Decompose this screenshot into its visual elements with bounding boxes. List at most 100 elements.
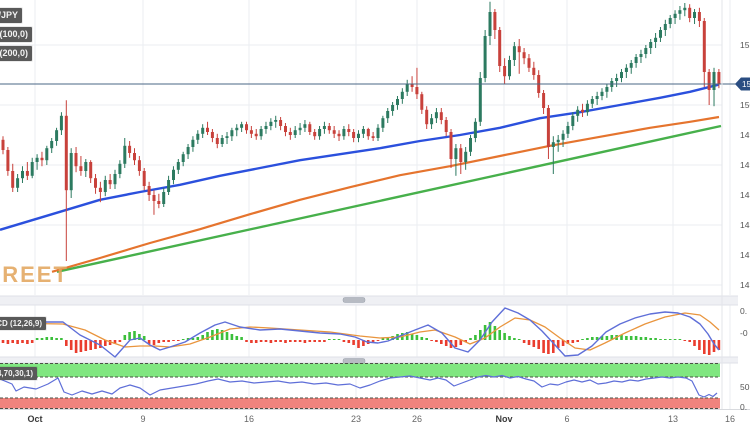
candle-body <box>313 132 317 137</box>
macd-hist-bar <box>191 338 195 340</box>
candle-body <box>444 120 448 132</box>
macd-hist-bar <box>259 340 263 342</box>
candle-body <box>225 136 229 138</box>
price-axis[interactable] <box>722 0 750 410</box>
candle-body <box>357 133 360 138</box>
candle-body <box>318 129 322 137</box>
candle-body <box>532 67 536 75</box>
candle-body <box>454 148 458 159</box>
candle-body <box>293 130 297 135</box>
candle-body <box>123 145 127 164</box>
candle-body <box>210 132 214 138</box>
macd-hist-bar <box>323 340 326 342</box>
time-axis-label: 26 <box>411 414 423 424</box>
sma200-badge: SMA (200,0) <box>0 46 32 61</box>
candle-body <box>327 126 331 131</box>
time-axis-label: Oct <box>27 414 43 424</box>
candle-body <box>371 136 375 138</box>
candle-body <box>478 78 482 122</box>
macd-hist-bar <box>678 339 682 340</box>
macd-hist-bar <box>177 340 180 341</box>
macd-hist-bar <box>274 340 277 342</box>
macd-hist-bar <box>362 340 365 346</box>
trendline[interactable] <box>56 124 722 273</box>
candle-body <box>410 84 414 87</box>
candle-body <box>157 201 161 204</box>
candle-body <box>196 133 200 140</box>
macd-hist-bar <box>21 340 24 343</box>
macd-hist-bar <box>298 340 302 342</box>
time-axis-label: 9 <box>140 414 146 424</box>
candle-body <box>546 108 550 147</box>
candle-body <box>381 118 385 128</box>
rsi-bands <box>0 363 720 409</box>
candle-body <box>654 37 658 42</box>
candle-body <box>702 21 706 72</box>
macd-hist-bar <box>503 333 506 340</box>
macd-hist-bar <box>352 340 355 345</box>
macd-hist-bar <box>40 338 44 340</box>
candle-body <box>55 130 59 141</box>
macd-hist-bar <box>430 340 433 341</box>
macd-hist-bar <box>405 332 409 340</box>
macd-hist-bar <box>65 340 68 346</box>
macd-hist-bar <box>620 335 623 340</box>
macd-hist-bar <box>566 340 570 344</box>
candle-body <box>527 58 531 68</box>
macd-hist-bar <box>376 340 380 341</box>
candle-body <box>249 130 253 134</box>
candle-body <box>254 133 258 137</box>
sma100-line <box>0 83 720 231</box>
macd-hist-bar <box>313 340 316 342</box>
candle-body <box>215 138 219 144</box>
macd-hist-bar <box>230 334 234 340</box>
macd-hist-bar <box>45 337 49 340</box>
candle-body <box>430 118 434 125</box>
svg-text:147.00: 147.00 <box>740 280 750 290</box>
macd-hist-bar <box>284 340 287 343</box>
candle-body <box>147 186 151 195</box>
candle-body <box>517 46 521 53</box>
candle-body <box>576 109 580 116</box>
candle-body <box>264 126 268 129</box>
candle-body <box>405 84 409 92</box>
candle-body <box>79 166 83 171</box>
panel-resize-handle[interactable] <box>342 297 366 303</box>
panel-resize-handle[interactable] <box>342 358 366 364</box>
current-price-badge <box>735 77 750 91</box>
svg-text:150.00: 150.00 <box>740 100 750 110</box>
candle-body <box>118 163 122 174</box>
macd-badge: MACD (12,26,9) <box>0 317 46 330</box>
macd-hist-bar <box>459 340 463 345</box>
candle-body <box>459 148 463 162</box>
chart-canvas[interactable]: 150.35 151.00 150.00 149.50 149.00 148.50 148.… <box>0 0 750 410</box>
macd-hist-bar <box>289 340 292 342</box>
candle-body <box>629 63 633 68</box>
macd-hist-bar <box>522 340 526 343</box>
macd-hist-bar <box>600 336 604 340</box>
macd-hist-bar <box>318 340 321 342</box>
svg-text:148.00: 148.00 <box>740 220 750 230</box>
macd-hist-bar <box>167 340 170 342</box>
candle-body <box>464 151 468 162</box>
macd-hist-bar <box>576 340 579 342</box>
time-axis-label: 16 <box>243 414 255 424</box>
macd-hist-bar <box>133 331 136 340</box>
time-axis[interactable]: Oct 9 16 23 26 Nov 6 13 16 <box>0 410 750 430</box>
candle-body <box>25 171 29 176</box>
candle-body <box>508 60 511 77</box>
macd-hist-bar <box>186 338 190 340</box>
macd-hist-bar <box>591 337 594 340</box>
price-axis-labels: 151.00 150.00 149.50 149.00 148.50 148.00 147.… <box>740 40 750 410</box>
macd-hist-bar <box>556 340 560 348</box>
candle-body <box>59 115 63 131</box>
candle-body <box>337 133 341 137</box>
candle-body <box>644 48 648 54</box>
candle-body <box>137 160 141 171</box>
macd-hist-bar <box>293 340 297 342</box>
macd-hist-bar <box>488 322 492 340</box>
candle-body <box>493 12 497 30</box>
macd-hist-bar <box>308 340 312 342</box>
time-axis-label: 23 <box>350 414 362 424</box>
candle-body <box>162 192 166 204</box>
